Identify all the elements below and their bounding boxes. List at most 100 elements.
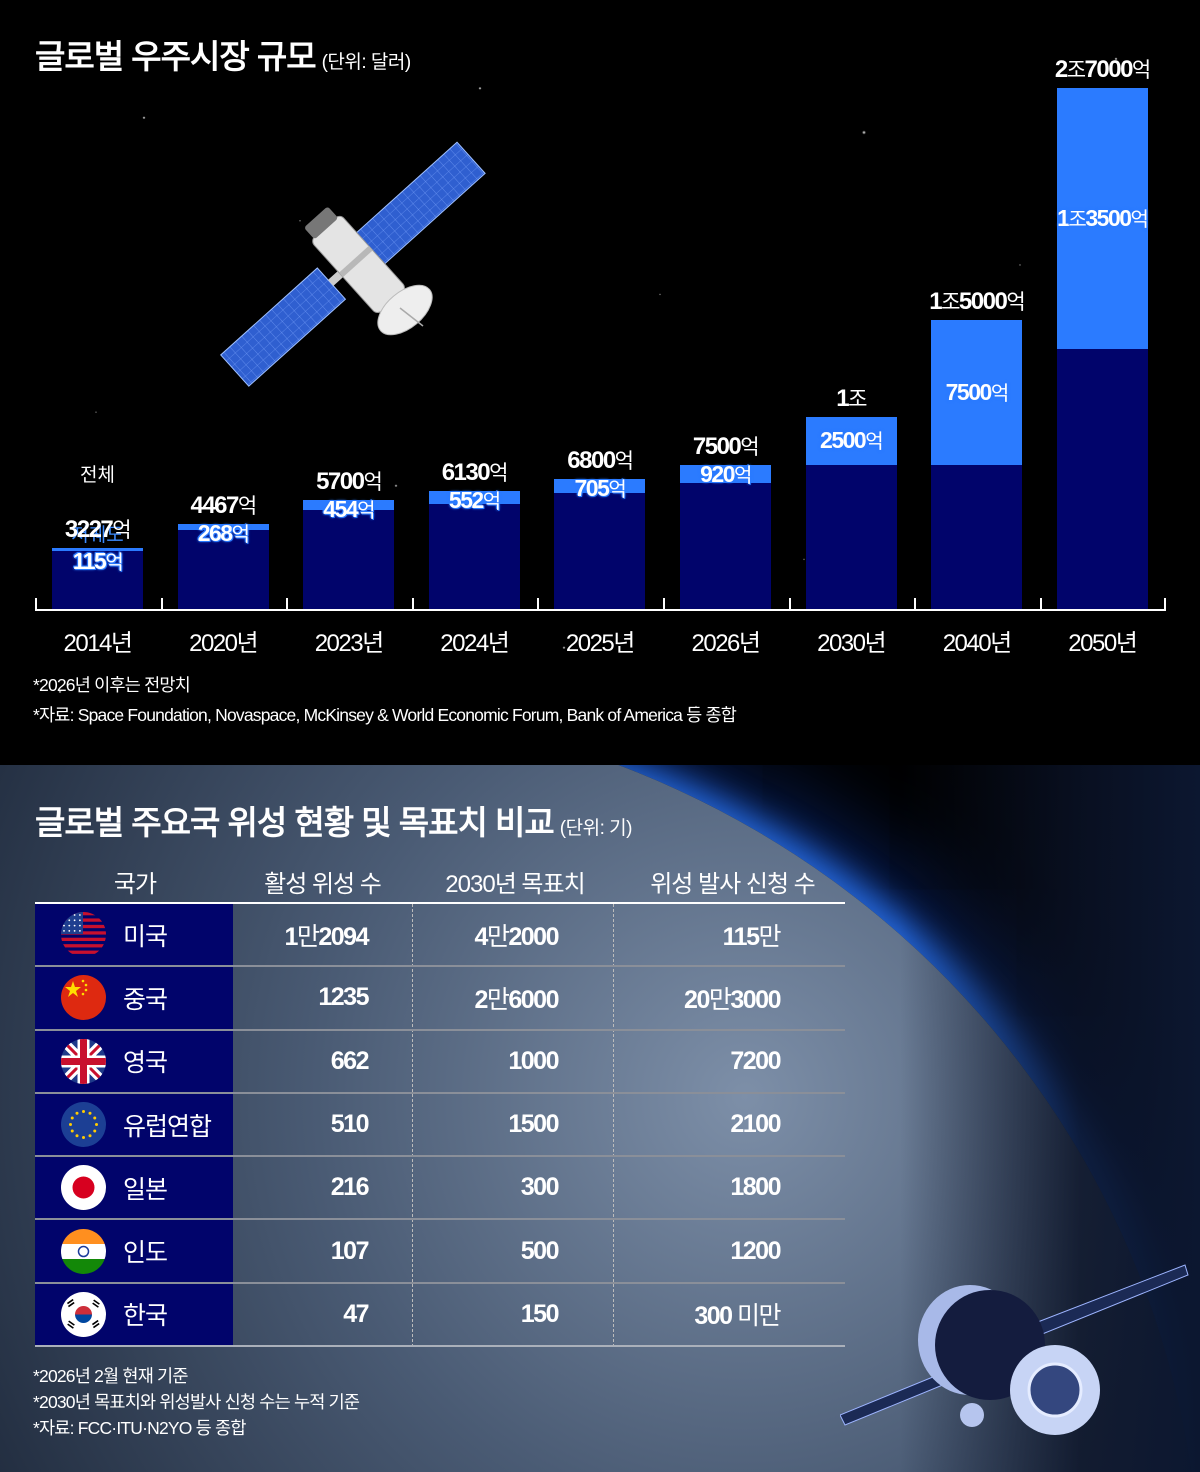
bar-2030년 [805,416,897,610]
bar-segment-total [303,499,395,610]
kr-flag-icon [61,1291,106,1337]
column-divider [412,904,413,1347]
total-value-label: 5700억 [316,467,383,495]
bar-segment-leo [428,491,520,505]
x-axis-tick [1164,598,1166,610]
total-value-label: 2조7000억 [1054,56,1151,83]
active-satellites-value: 216 [330,1173,370,1202]
x-axis-tick [788,598,791,610]
total-value-label: 6800억 [567,446,634,474]
satellite-illustration-icon [220,141,486,387]
total-value-label: 1조5000억 [929,288,1025,315]
cn-flag-icon [61,975,106,1021]
country-name: 영국 [123,1049,168,1078]
bar-2020년 [177,523,269,610]
x-axis-label: 2024년 [440,630,509,657]
country-cell: 영국 [35,1030,233,1092]
bar-segment-leo [680,465,771,483]
leo-value-label: 454억 [323,495,375,522]
uk-flag-icon [61,1038,106,1084]
bar-segment-leo [303,499,395,510]
launch-applications-value: 1800 [730,1173,781,1202]
x-axis-label: 2040년 [942,630,1012,657]
bar-segment-total [680,465,771,610]
bar-2040년 [931,320,1023,610]
x-axis-tick [160,598,163,610]
chart-unit: (단위: 달러) [321,52,412,73]
launch-applications-value: 2100 [730,1110,781,1139]
table-note: *자료: FCC·ITU·N2YO 등 종합 [33,1418,246,1438]
table-title: 글로벌 주요국 위성 현황 및 목표치 비교 (단위: 기) [35,804,633,841]
bar-segment-leo [931,320,1023,465]
active-satellites-value: 510 [330,1110,370,1139]
x-axis-tick [537,598,540,610]
total-value-label: 7500억 [692,433,760,460]
table-row: 중국 1235 2만6000 20만3000 [35,967,845,1031]
in-flag-icon [61,1228,106,1274]
bar-segment-leo [177,523,269,530]
header-country: 국가 [113,871,157,898]
jp-flag-icon [61,1165,106,1211]
eu-flag-icon [61,1102,106,1148]
column-divider [613,904,614,1347]
bar-segment-total [177,523,269,610]
bar-segment-total [554,478,646,610]
x-axis-tick [914,598,917,610]
target-2030-value: 2만6000 [474,985,559,1014]
leo-value-label: 552억 [448,487,501,514]
country-name: 인도 [123,1239,168,1268]
x-axis-tick [286,598,289,610]
table-row: 일본 216 300 1800 [35,1157,845,1221]
x-axis-label: 2030년 [817,630,886,657]
country-cell: 미국 [35,904,233,966]
legend-total-label: 전체 [80,464,115,486]
x-axis-tick [1039,598,1042,610]
active-satellites-value: 107 [330,1236,370,1265]
bar-2014년 [52,547,143,610]
launch-applications-value: 20만3000 [684,985,781,1014]
target-2030-value: 500 [520,1236,560,1265]
bar-segment-leo [52,547,143,551]
target-2030-value: 1000 [508,1046,559,1075]
launch-applications-value: 1200 [730,1236,781,1265]
country-cell: 중국 [35,967,233,1029]
x-axis-line [35,609,1166,611]
bar-segment-leo [554,478,646,493]
total-value-label: 4467억 [190,491,257,519]
launch-applications-value: 7200 [730,1046,781,1075]
active-satellites-value: 1만2094 [284,922,369,951]
chart-note-forecast: *2026년 이후는 전망치 [33,675,191,695]
target-2030-value: 4만2000 [474,922,559,951]
bar-2050년 [1056,88,1148,610]
country-cell: 인도 [35,1220,233,1282]
leo-value-label: 7500억 [945,378,1010,405]
country-name: 중국 [123,985,168,1014]
table-row: 미국 1만2094 4만2000 115만 [35,904,845,968]
header-launch-applications: 위성 발사 신청 수 [650,871,816,898]
table-note: *2026년 2월 현재 기준 [33,1366,188,1386]
x-axis-tick [411,598,414,610]
bar-segment-total [428,491,520,610]
spacecraft-illustration-icon [840,1264,1189,1435]
target-2030-value: 150 [520,1299,560,1328]
header-2030-target: 2030년 목표치 [445,871,585,898]
country-name: 미국 [123,922,168,951]
bar-segment-leo [805,416,897,465]
chart-note-source: *자료: Space Foundation, Novaspace, McKins… [33,705,737,725]
table-unit: (단위: 기) [559,818,633,839]
x-axis-label: 2050년 [1068,630,1137,657]
country-cell: 한국 [35,1283,233,1346]
target-2030-value: 1500 [508,1110,559,1139]
x-axis-label: 2014년 [63,630,133,657]
leo-value-label: 920억 [700,461,752,487]
bar-2025년 [554,478,646,610]
leo-value-label: 1조3500억 [1057,204,1149,231]
bar-segment-total [52,547,143,610]
table-row: 한국 47 150 300 미만 [35,1283,845,1348]
x-axis-label: 2026년 [691,630,761,657]
table-row: 인도 107 500 1200 [35,1220,845,1284]
leo-value-label: 2500억 [820,426,884,453]
x-axis-label: 2020년 [189,630,258,657]
total-value-label: 1조 [836,384,867,412]
country-name: 일본 [123,1175,168,1204]
